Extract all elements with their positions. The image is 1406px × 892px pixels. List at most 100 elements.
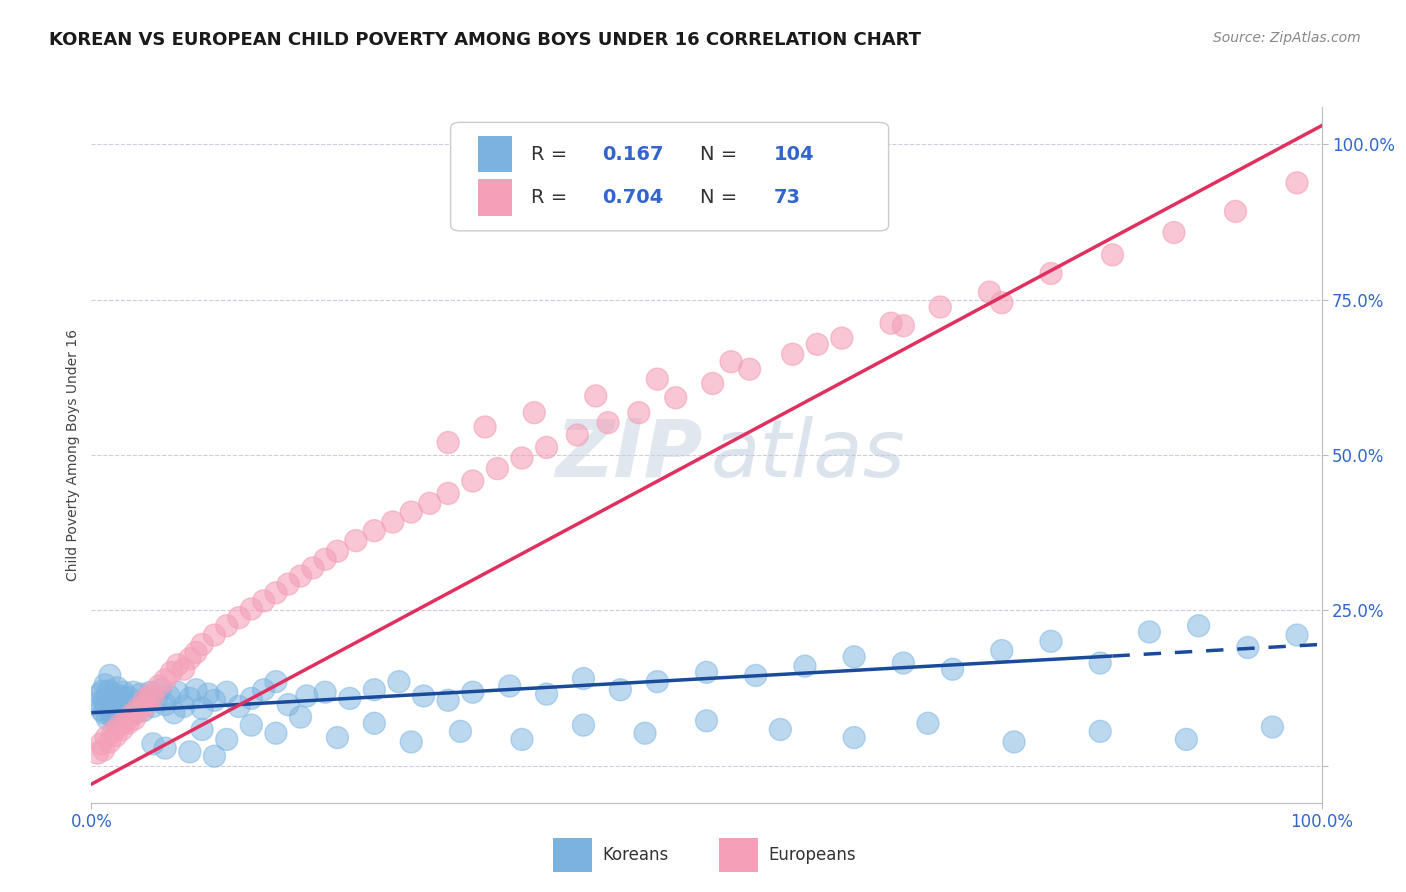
Ellipse shape [115, 690, 136, 711]
Ellipse shape [240, 688, 263, 709]
Ellipse shape [806, 334, 828, 355]
Text: ZIP: ZIP [555, 416, 703, 494]
Ellipse shape [382, 511, 404, 533]
Ellipse shape [111, 718, 134, 740]
Ellipse shape [155, 694, 176, 715]
Ellipse shape [264, 723, 287, 744]
Ellipse shape [880, 312, 903, 334]
Ellipse shape [98, 731, 121, 753]
Ellipse shape [572, 667, 595, 690]
Ellipse shape [991, 640, 1012, 662]
Ellipse shape [87, 692, 108, 714]
Ellipse shape [191, 633, 214, 656]
Ellipse shape [125, 702, 146, 723]
Ellipse shape [127, 691, 149, 714]
Ellipse shape [97, 686, 118, 708]
Text: KOREAN VS EUROPEAN CHILD POVERTY AMONG BOYS UNDER 16 CORRELATION CHART: KOREAN VS EUROPEAN CHILD POVERTY AMONG B… [49, 31, 921, 49]
Ellipse shape [191, 698, 214, 719]
Ellipse shape [647, 671, 668, 693]
Ellipse shape [87, 742, 108, 764]
Ellipse shape [523, 401, 546, 424]
Ellipse shape [745, 665, 766, 687]
Ellipse shape [103, 683, 125, 705]
Ellipse shape [1040, 262, 1062, 285]
Ellipse shape [401, 501, 422, 523]
Ellipse shape [844, 646, 865, 668]
Ellipse shape [240, 598, 263, 620]
Ellipse shape [186, 641, 207, 664]
Ellipse shape [1090, 652, 1111, 674]
Ellipse shape [179, 741, 201, 763]
Text: 0.167: 0.167 [602, 145, 664, 164]
Ellipse shape [104, 698, 125, 719]
Ellipse shape [277, 694, 299, 715]
Ellipse shape [401, 731, 422, 753]
Ellipse shape [173, 658, 194, 681]
Ellipse shape [139, 681, 162, 703]
Ellipse shape [437, 432, 460, 453]
Ellipse shape [108, 685, 131, 707]
Ellipse shape [314, 549, 336, 570]
Ellipse shape [142, 733, 165, 755]
FancyBboxPatch shape [478, 136, 512, 172]
Ellipse shape [647, 368, 668, 390]
Ellipse shape [105, 688, 127, 709]
Ellipse shape [536, 436, 558, 458]
Ellipse shape [363, 520, 385, 541]
Ellipse shape [510, 447, 533, 469]
Ellipse shape [215, 615, 238, 637]
Text: Source: ZipAtlas.com: Source: ZipAtlas.com [1213, 31, 1361, 45]
Ellipse shape [240, 714, 263, 736]
Text: Europeans: Europeans [768, 846, 856, 864]
Ellipse shape [1225, 201, 1247, 222]
Ellipse shape [127, 698, 149, 719]
Ellipse shape [204, 745, 225, 767]
Ellipse shape [136, 690, 157, 711]
Ellipse shape [157, 685, 180, 707]
Ellipse shape [1261, 716, 1284, 738]
Ellipse shape [155, 669, 176, 690]
Ellipse shape [90, 733, 112, 755]
Ellipse shape [98, 665, 121, 687]
Ellipse shape [264, 582, 287, 604]
Ellipse shape [197, 683, 219, 705]
Ellipse shape [117, 686, 139, 708]
Ellipse shape [388, 671, 411, 693]
Ellipse shape [1090, 721, 1111, 742]
Ellipse shape [107, 677, 128, 698]
Text: 73: 73 [775, 188, 801, 207]
Ellipse shape [97, 680, 120, 702]
Ellipse shape [572, 714, 595, 736]
Ellipse shape [893, 315, 914, 336]
Ellipse shape [1286, 172, 1308, 194]
Ellipse shape [1101, 244, 1123, 266]
Ellipse shape [215, 681, 238, 703]
Ellipse shape [461, 681, 484, 703]
Ellipse shape [720, 351, 742, 373]
Ellipse shape [124, 708, 145, 730]
Ellipse shape [179, 688, 201, 709]
Ellipse shape [769, 718, 792, 740]
Ellipse shape [93, 739, 115, 761]
Ellipse shape [1286, 624, 1308, 646]
Ellipse shape [339, 688, 361, 709]
Ellipse shape [93, 690, 115, 711]
Ellipse shape [782, 343, 804, 366]
Ellipse shape [979, 281, 1001, 303]
Ellipse shape [129, 683, 152, 705]
Ellipse shape [363, 713, 385, 734]
Ellipse shape [179, 648, 201, 670]
Ellipse shape [101, 706, 124, 728]
Ellipse shape [108, 714, 131, 736]
Text: R =: R = [530, 145, 574, 164]
Ellipse shape [120, 698, 142, 719]
Ellipse shape [114, 702, 135, 723]
Ellipse shape [738, 359, 761, 380]
Ellipse shape [253, 590, 274, 612]
Ellipse shape [794, 655, 815, 677]
Ellipse shape [136, 694, 157, 715]
Ellipse shape [702, 373, 724, 394]
Ellipse shape [96, 696, 117, 717]
FancyBboxPatch shape [450, 122, 889, 231]
Text: R =: R = [530, 188, 574, 207]
